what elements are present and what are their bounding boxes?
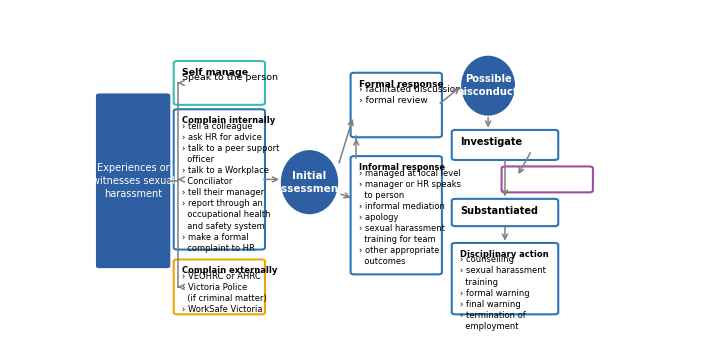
Ellipse shape: [282, 151, 337, 213]
FancyBboxPatch shape: [451, 243, 558, 314]
Text: › tell a colleague
› ask HR for advice
› talk to a peer support
  officer
› talk: › tell a colleague › ask HR for advice ›…: [182, 122, 279, 253]
Text: Substantiated: Substantiated: [460, 206, 538, 216]
Text: Speak to the person: Speak to the person: [182, 73, 278, 82]
Text: Formal response: Formal response: [359, 79, 443, 89]
Text: › VEOHRC or AHRC
› Victoria Police
  (if criminal matter)
› WorkSafe Victoria: › VEOHRC or AHRC › Victoria Police (if c…: [182, 272, 267, 314]
Text: Complain externally: Complain externally: [182, 266, 278, 275]
Text: Experiences or
witnesses sexual
harassment: Experiences or witnesses sexual harassme…: [92, 163, 174, 199]
FancyBboxPatch shape: [502, 166, 593, 192]
FancyBboxPatch shape: [451, 130, 558, 160]
Text: Informal response: Informal response: [359, 163, 445, 172]
Text: Initial
assessment: Initial assessment: [275, 171, 344, 194]
FancyBboxPatch shape: [174, 61, 265, 105]
Ellipse shape: [462, 57, 514, 115]
Text: Self manage: Self manage: [182, 68, 249, 77]
FancyBboxPatch shape: [174, 260, 265, 314]
FancyBboxPatch shape: [96, 93, 170, 268]
Text: Disciplinary action: Disciplinary action: [460, 250, 549, 259]
Text: › counselling
› sexual harassment
  training
› formal warning
› final warning
› : › counselling › sexual harassment traini…: [460, 255, 546, 331]
Text: › managed at local level
› manager or HR speaks
  to person
› informal mediation: › managed at local level › manager or HR…: [359, 169, 461, 266]
FancyBboxPatch shape: [350, 73, 442, 137]
FancyBboxPatch shape: [451, 199, 558, 226]
FancyBboxPatch shape: [174, 109, 265, 250]
Text: Complain internally: Complain internally: [182, 116, 276, 125]
Text: Possible
misconduct?: Possible misconduct?: [453, 74, 523, 97]
Text: › facilitated discussion
› formal review: › facilitated discussion › formal review: [359, 85, 461, 105]
FancyBboxPatch shape: [350, 156, 442, 274]
Text: Investigate: Investigate: [460, 137, 522, 147]
